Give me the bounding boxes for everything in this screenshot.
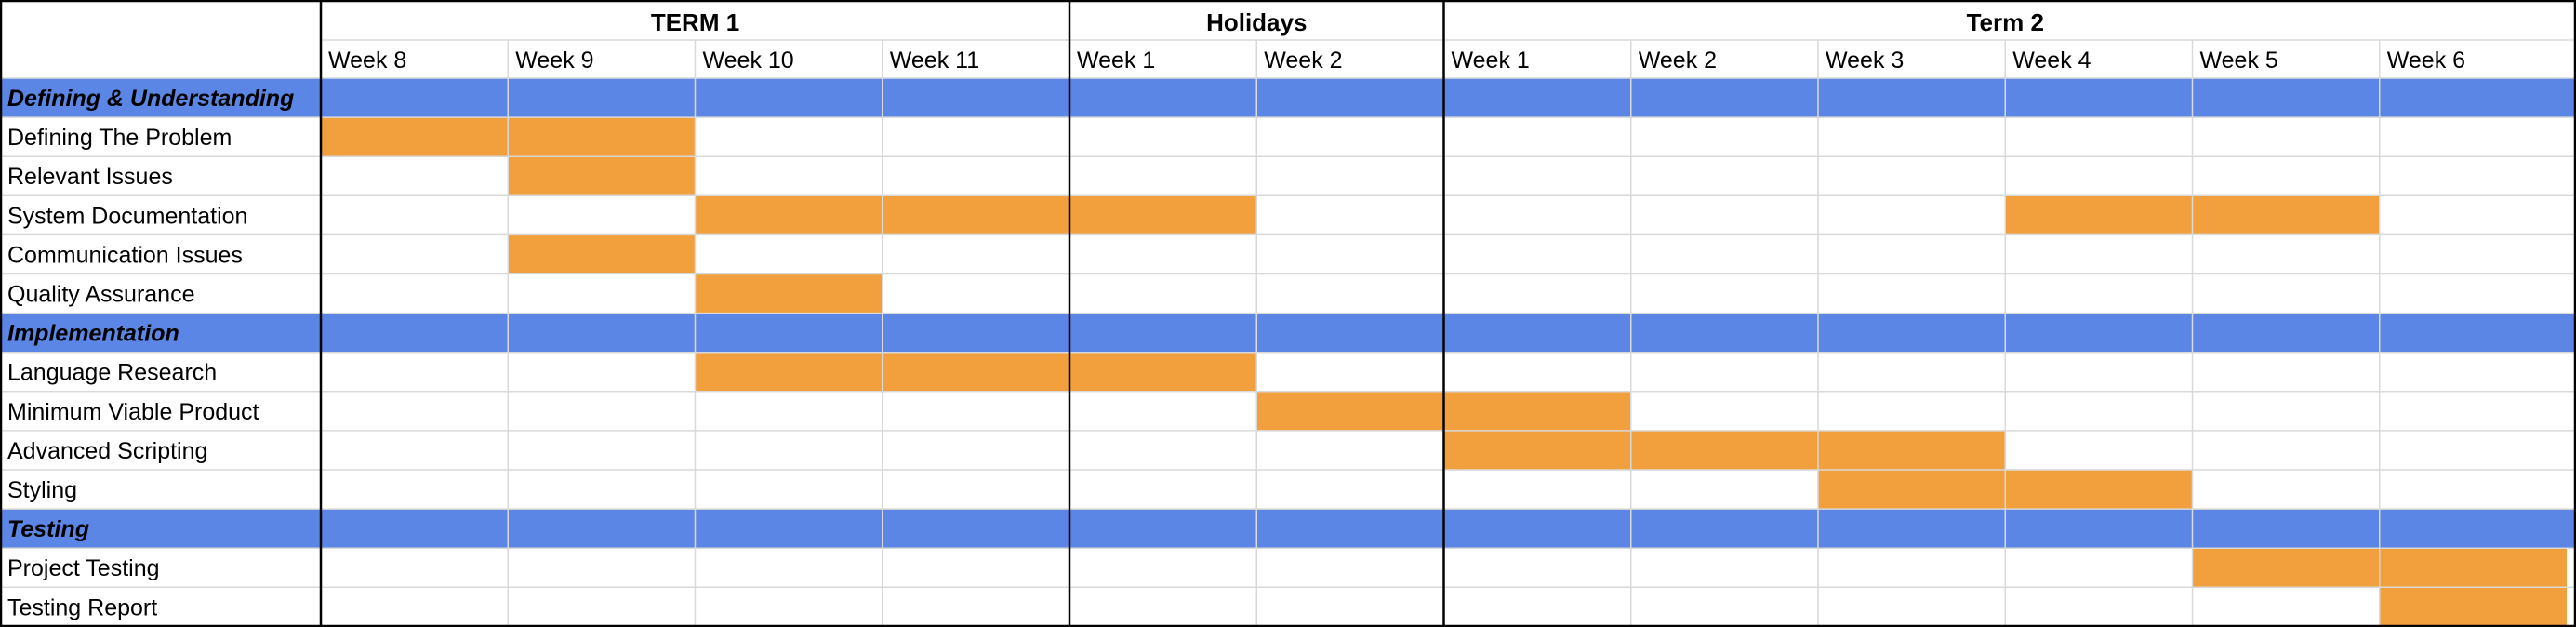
week-header-label: Week 2	[1639, 47, 1717, 73]
task-bar	[2192, 548, 2380, 588]
task-bar	[882, 352, 1069, 392]
task-label: Relevant Issues	[7, 164, 173, 190]
task-bar	[1443, 430, 1631, 470]
week-header-label: Week 9	[515, 47, 593, 73]
task-bar	[1443, 391, 1631, 431]
task-bar	[1818, 430, 2006, 470]
task-label: Minimum Viable Product	[7, 399, 259, 425]
task-bar	[2005, 195, 2193, 235]
task-bar	[508, 156, 696, 196]
week-header-label: Week 6	[2387, 47, 2465, 73]
week-header-label: Week 11	[890, 47, 979, 73]
task-label: Language Research	[7, 360, 217, 386]
week-header-label: Week 2	[1264, 47, 1342, 73]
task-bar	[2192, 195, 2380, 235]
task-label: Styling	[7, 477, 77, 503]
task-bar	[2379, 587, 2567, 627]
task-bar	[882, 195, 1069, 235]
group-header-label: Holidays	[1206, 8, 1307, 36]
group-header-label: Term 2	[1967, 8, 2044, 36]
task-label: Quality Assurance	[7, 282, 195, 308]
section-label: Implementation	[7, 321, 179, 347]
week-header-label: Week 10	[703, 47, 794, 73]
task-bar	[508, 117, 696, 157]
task-bar	[2005, 470, 2193, 510]
task-label: Communication Issues	[7, 242, 243, 268]
task-bar	[1256, 391, 1444, 431]
week-header-label: Week 1	[1077, 47, 1155, 73]
task-bar	[321, 117, 509, 157]
task-label: System Documentation	[7, 203, 247, 229]
task-bar	[695, 352, 883, 392]
section-label: Testing	[7, 516, 89, 542]
task-label: Project Testing	[7, 555, 160, 581]
task-bar	[1818, 470, 2006, 510]
task-bar	[1069, 195, 1257, 235]
task-label: Advanced Scripting	[7, 438, 207, 464]
task-bar	[695, 195, 883, 235]
section-label: Defining & Understanding	[7, 86, 294, 112]
task-label: Defining The Problem	[7, 125, 232, 151]
task-bar	[695, 273, 883, 314]
section-band	[0, 313, 2576, 353]
week-header-label: Week 1	[1452, 47, 1530, 73]
task-bar	[2379, 548, 2567, 588]
week-header-label: Week 8	[328, 47, 406, 73]
week-header-label: Week 5	[2200, 47, 2278, 73]
task-bar	[1630, 430, 1818, 470]
section-band	[0, 509, 2576, 549]
week-header-label: Week 3	[1826, 47, 1904, 73]
task-bar	[508, 234, 696, 274]
week-header-label: Week 4	[2012, 47, 2091, 73]
section-band	[0, 78, 2576, 118]
task-bar	[1069, 352, 1257, 392]
group-header-label: TERM 1	[651, 8, 739, 36]
task-label: Testing Report	[7, 594, 157, 620]
